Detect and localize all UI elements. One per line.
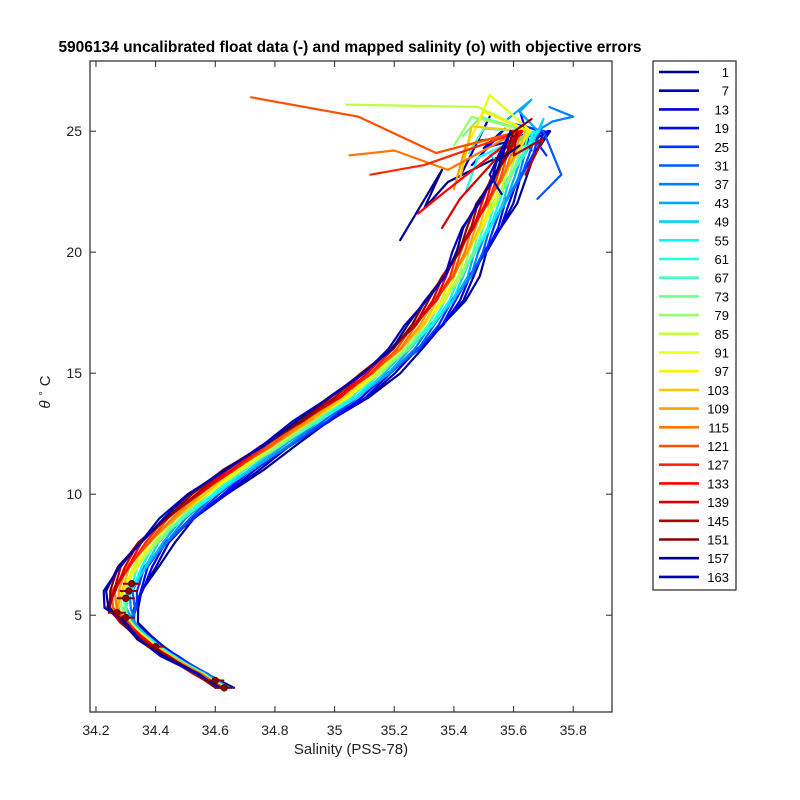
x-tick-label: 34.2 xyxy=(82,722,109,738)
legend-label-145: 145 xyxy=(707,514,729,529)
chart-title: 5906134 uncalibrated float data (-) and … xyxy=(58,39,641,56)
y-tick-label: 10 xyxy=(66,486,82,502)
legend-label-109: 109 xyxy=(707,402,729,417)
mapped-salinity-marker xyxy=(151,642,160,651)
legend-label-85: 85 xyxy=(715,327,729,342)
legend-label-7: 7 xyxy=(722,84,729,99)
y-axis-label: θ∘C xyxy=(36,375,54,408)
legend-label-73: 73 xyxy=(715,289,729,304)
mapped-salinity-marker xyxy=(125,587,133,595)
mapped-salinity-marker xyxy=(128,580,136,588)
y-tick-label: 5 xyxy=(74,607,82,623)
legend-label-31: 31 xyxy=(715,159,729,174)
legend-label-133: 133 xyxy=(707,476,729,491)
legend-label-121: 121 xyxy=(707,439,729,454)
y-axis-label-symbol: θ xyxy=(37,400,54,408)
legend-label-163: 163 xyxy=(707,570,729,585)
x-tick-label: 35.2 xyxy=(381,722,408,738)
x-tick-label: 34.4 xyxy=(142,722,169,738)
legend-label-97: 97 xyxy=(715,364,729,379)
legend-label-19: 19 xyxy=(715,121,729,136)
x-axis-label: Salinity (PSS-78) xyxy=(294,741,408,758)
legend-label-49: 49 xyxy=(715,215,729,230)
legend-label-127: 127 xyxy=(707,458,729,473)
mapped-salinity-marker xyxy=(113,609,121,617)
legend-label-13: 13 xyxy=(715,102,729,117)
legend-label-67: 67 xyxy=(715,271,729,286)
y-axis-label-unit: C xyxy=(37,375,54,386)
legend-label-139: 139 xyxy=(707,495,729,510)
legend-label-103: 103 xyxy=(707,383,729,398)
y-tick-label: 15 xyxy=(66,365,82,381)
legend-label-25: 25 xyxy=(715,140,729,155)
x-tick-label: 35 xyxy=(327,722,343,738)
legend-label-91: 91 xyxy=(715,346,729,361)
mapped-salinity-marker xyxy=(122,613,130,622)
legend-label-43: 43 xyxy=(715,196,729,211)
legend-label-157: 157 xyxy=(707,551,729,566)
marker-layer xyxy=(107,580,234,692)
legend-label-55: 55 xyxy=(715,233,729,248)
y-axis: 5 10 15 20 25 xyxy=(66,123,612,623)
legend-label-1: 1 xyxy=(722,65,729,80)
x-tick-label: 35.6 xyxy=(500,722,527,738)
x-tick-label: 35.4 xyxy=(440,722,467,738)
x-tick-label: 35.8 xyxy=(560,722,587,738)
mapped-salinity-marker xyxy=(220,684,228,692)
svg-text:θ∘C: θ∘C xyxy=(36,375,54,408)
legend-label-37: 37 xyxy=(715,177,729,192)
legend-label-61: 61 xyxy=(715,252,729,267)
x-tick-label: 34.6 xyxy=(202,722,229,738)
legend-label-79: 79 xyxy=(715,308,729,323)
mapped-salinity-marker xyxy=(122,594,130,602)
legend-label-151: 151 xyxy=(707,533,729,548)
plot-axes-box xyxy=(89,60,613,713)
mapped-salinity-marker xyxy=(211,676,219,685)
x-tick-label: 34.8 xyxy=(261,722,288,738)
y-tick-label: 20 xyxy=(66,244,82,260)
x-axis: 34.2 34.4 34.6 34.8 35 35.2 35.4 35.6 35.8 xyxy=(82,61,587,738)
y-tick-label: 25 xyxy=(66,123,82,139)
legend: 1 7 13 19 25 31 37 43 49 55 61 67 73 79 85 91 97 103 109 11… xyxy=(659,65,729,585)
legend-label-115: 115 xyxy=(708,420,729,435)
